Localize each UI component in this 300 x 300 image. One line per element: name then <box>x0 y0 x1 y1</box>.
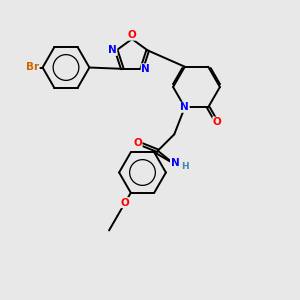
Text: N: N <box>108 45 117 56</box>
Text: O: O <box>133 138 142 148</box>
Text: H: H <box>181 162 189 171</box>
Text: N: N <box>170 158 179 168</box>
Text: Br: Br <box>26 62 39 73</box>
Text: O: O <box>128 30 136 40</box>
Text: O: O <box>120 198 129 208</box>
Text: O: O <box>213 117 222 127</box>
Text: N: N <box>141 64 150 74</box>
Text: N: N <box>180 102 189 112</box>
